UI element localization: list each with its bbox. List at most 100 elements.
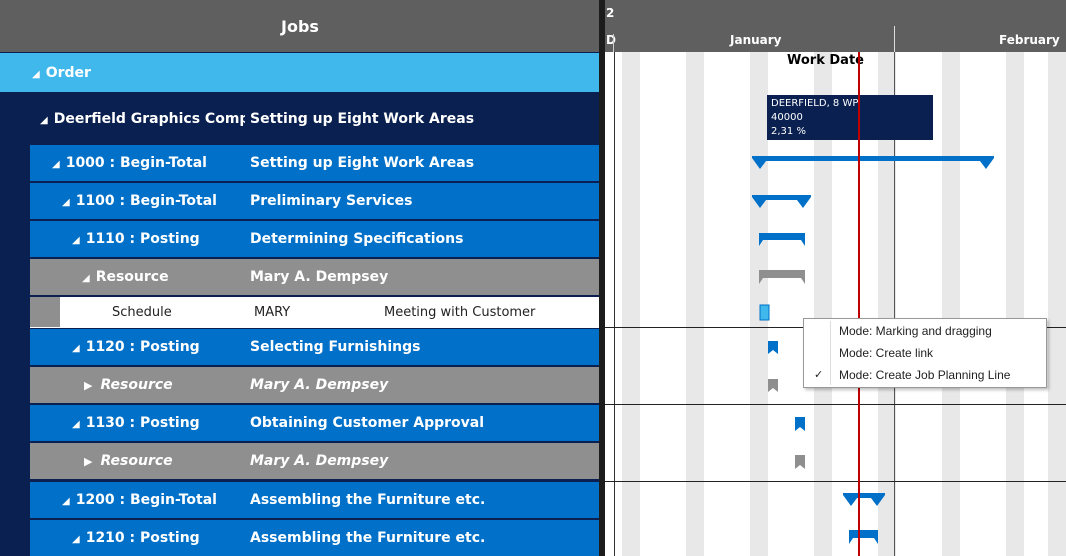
month-divider: [894, 26, 895, 52]
weekend-stripe: [942, 52, 960, 556]
header-tick: [613, 34, 614, 52]
resource-bar-1120[interactable]: [768, 379, 778, 392]
row-description: Determining Specifications: [250, 231, 464, 247]
row-label: 1100 : Begin-Total: [75, 193, 217, 209]
weekend-stripe: [1048, 52, 1066, 556]
summary-bar-1000[interactable]: [752, 156, 994, 169]
weekend-stripe: [686, 52, 704, 556]
row-label: 1130 : Posting: [85, 415, 200, 431]
year-digit: 2: [606, 6, 615, 20]
collapse-triangle-icon[interactable]: ◢: [52, 159, 60, 170]
table-row-task[interactable]: ◢ 1120 : Posting Selecting Furnishings: [30, 329, 600, 366]
row-label: Resource: [100, 377, 173, 393]
menu-item-marking-dragging[interactable]: Mode: Marking and dragging: [804, 320, 1046, 342]
tooltip-line: DEERFIELD, 8 WP: [771, 98, 859, 109]
collapse-triangle-icon[interactable]: ◢: [72, 343, 80, 354]
month-february: February: [999, 33, 1060, 47]
table-row-task[interactable]: ◢ 1210 : Posting Assembling the Furniture…: [30, 520, 600, 556]
summary-bar-1100[interactable]: [752, 195, 811, 208]
row-label: 1200 : Begin-Total: [75, 492, 217, 508]
menu-item-create-job-planning-line[interactable]: ✓ Mode: Create Job Planning Line: [804, 364, 1046, 386]
work-date-line: [858, 52, 860, 556]
row-description: Assembling the Furniture etc.: [250, 530, 486, 546]
context-menu: Mode: Marking and dragging Mode: Create …: [803, 318, 1047, 388]
row-description: Assembling the Furniture etc.: [250, 492, 486, 508]
expand-triangle-icon[interactable]: ▶: [84, 455, 93, 468]
checkmark-icon: ✓: [814, 369, 824, 381]
day-letter: D: [606, 33, 616, 47]
summary-bar-1200[interactable]: [843, 493, 885, 506]
gantt-bars: [752, 156, 994, 544]
row-label: 1210 : Posting: [85, 530, 200, 546]
table-row-order[interactable]: ◢ Order: [0, 53, 600, 93]
row-label: Resource: [100, 453, 173, 469]
row-description: Setting up Eight Work Areas: [250, 155, 475, 171]
gantt-chart[interactable]: 2 D January February Work Date DEERFIELD…: [605, 0, 1066, 556]
row-label: Resource: [95, 269, 169, 285]
row-label: Schedule: [112, 305, 172, 320]
work-date-label: Work Date: [787, 53, 864, 68]
table-row-task[interactable]: ◢ 1130 : Posting Obtaining Customer Appro…: [30, 405, 600, 442]
collapse-triangle-icon[interactable]: ◢: [40, 115, 48, 126]
row-label: Order: [45, 65, 91, 81]
collapse-triangle-icon[interactable]: ◢: [62, 197, 70, 208]
bar-tooltip: DEERFIELD, 8 WP 40000 2,31 %: [767, 95, 933, 140]
collapse-triangle-icon[interactable]: ◢: [72, 235, 80, 246]
table-row-resource[interactable]: ▶ Resource Mary A. Dempsey: [30, 367, 600, 404]
table-row-task[interactable]: ◢ 1100 : Begin-Total Preliminary Services: [30, 183, 600, 220]
row-resource: MARY: [254, 305, 291, 320]
menu-item-label: Mode: Marking and dragging: [839, 324, 992, 338]
menu-item-create-link[interactable]: Mode: Create link: [804, 342, 1046, 364]
tooltip-line: 40000: [771, 112, 803, 123]
collapse-triangle-icon[interactable]: ◢: [32, 69, 40, 80]
grid-line: [614, 52, 615, 556]
row-description: Mary A. Dempsey: [250, 377, 389, 393]
row-label: 1000 : Begin-Total: [65, 155, 207, 171]
timeline-header: 2 D January February: [605, 0, 1066, 52]
posting-bar-1110[interactable]: [759, 233, 805, 246]
row-label: 1120 : Posting: [85, 339, 200, 355]
table-row-schedule[interactable]: Schedule MARY Meeting with Customer: [30, 297, 600, 328]
panel-splitter[interactable]: [599, 0, 605, 556]
table-row-task[interactable]: ◢ 1000 : Begin-Total Setting up Eight Wor…: [30, 145, 600, 182]
row-description: Preliminary Services: [250, 193, 413, 209]
resource-bar-1130[interactable]: [795, 455, 805, 469]
month-grid-line: [894, 52, 895, 556]
collapse-triangle-icon[interactable]: ◢: [72, 419, 80, 430]
collapse-triangle-icon[interactable]: ◢: [82, 273, 90, 284]
posting-bar-1130[interactable]: [795, 417, 805, 431]
menu-item-label: Mode: Create link: [839, 346, 934, 360]
weekend-stripe: [814, 52, 832, 556]
expand-triangle-icon[interactable]: ▶: [84, 379, 93, 392]
jobs-title: Jobs: [281, 16, 319, 36]
table-row-resource[interactable]: ◢ Resource Mary A. Dempsey: [30, 259, 600, 296]
posting-bar-1210[interactable]: [849, 530, 878, 544]
row-description: Selecting Furnishings: [250, 339, 421, 355]
menu-item-label: Mode: Create Job Planning Line: [839, 368, 1011, 382]
jobs-header: Jobs: [0, 0, 600, 52]
weekend-stripe: [1006, 52, 1024, 556]
weekend-stripe: [622, 52, 640, 556]
month-january: January: [730, 33, 782, 47]
resource-bar-1110[interactable]: [759, 270, 805, 284]
table-row-task[interactable]: ◢ 1200 : Begin-Total Assembling the Furni…: [30, 482, 600, 519]
menu-gutter-divider: [830, 321, 831, 385]
schedule-bar[interactable]: [759, 304, 770, 321]
weekend-stripe: [750, 52, 768, 556]
row-description: Obtaining Customer Approval: [250, 415, 485, 431]
row-description: Meeting with Customer: [384, 305, 536, 320]
posting-bar-1120[interactable]: [768, 341, 778, 354]
collapse-triangle-icon[interactable]: ◢: [62, 496, 70, 507]
row-description: Setting up Eight Work Areas: [250, 111, 475, 127]
tooltip-line: 2,31 %: [771, 126, 806, 137]
jobs-panel: Jobs ◢ Order ◢ Deerfield Graphics Comp Set…: [0, 0, 600, 556]
row-description: Mary A. Dempsey: [250, 453, 389, 469]
table-row-resource[interactable]: ▶ Resource Mary A. Dempsey: [30, 443, 600, 480]
table-row-task[interactable]: ◢ 1110 : Posting Determining Specificatio…: [30, 221, 600, 258]
row-label: 1110 : Posting: [85, 231, 200, 247]
collapse-triangle-icon[interactable]: ◢: [72, 534, 80, 545]
row-label: Deerfield Graphics Comp: [53, 111, 245, 127]
row-description: Mary A. Dempsey: [250, 269, 389, 285]
row-separator: [605, 404, 1066, 405]
table-row-customer[interactable]: ◢ Deerfield Graphics Comp Setting up Eigh…: [0, 93, 600, 145]
